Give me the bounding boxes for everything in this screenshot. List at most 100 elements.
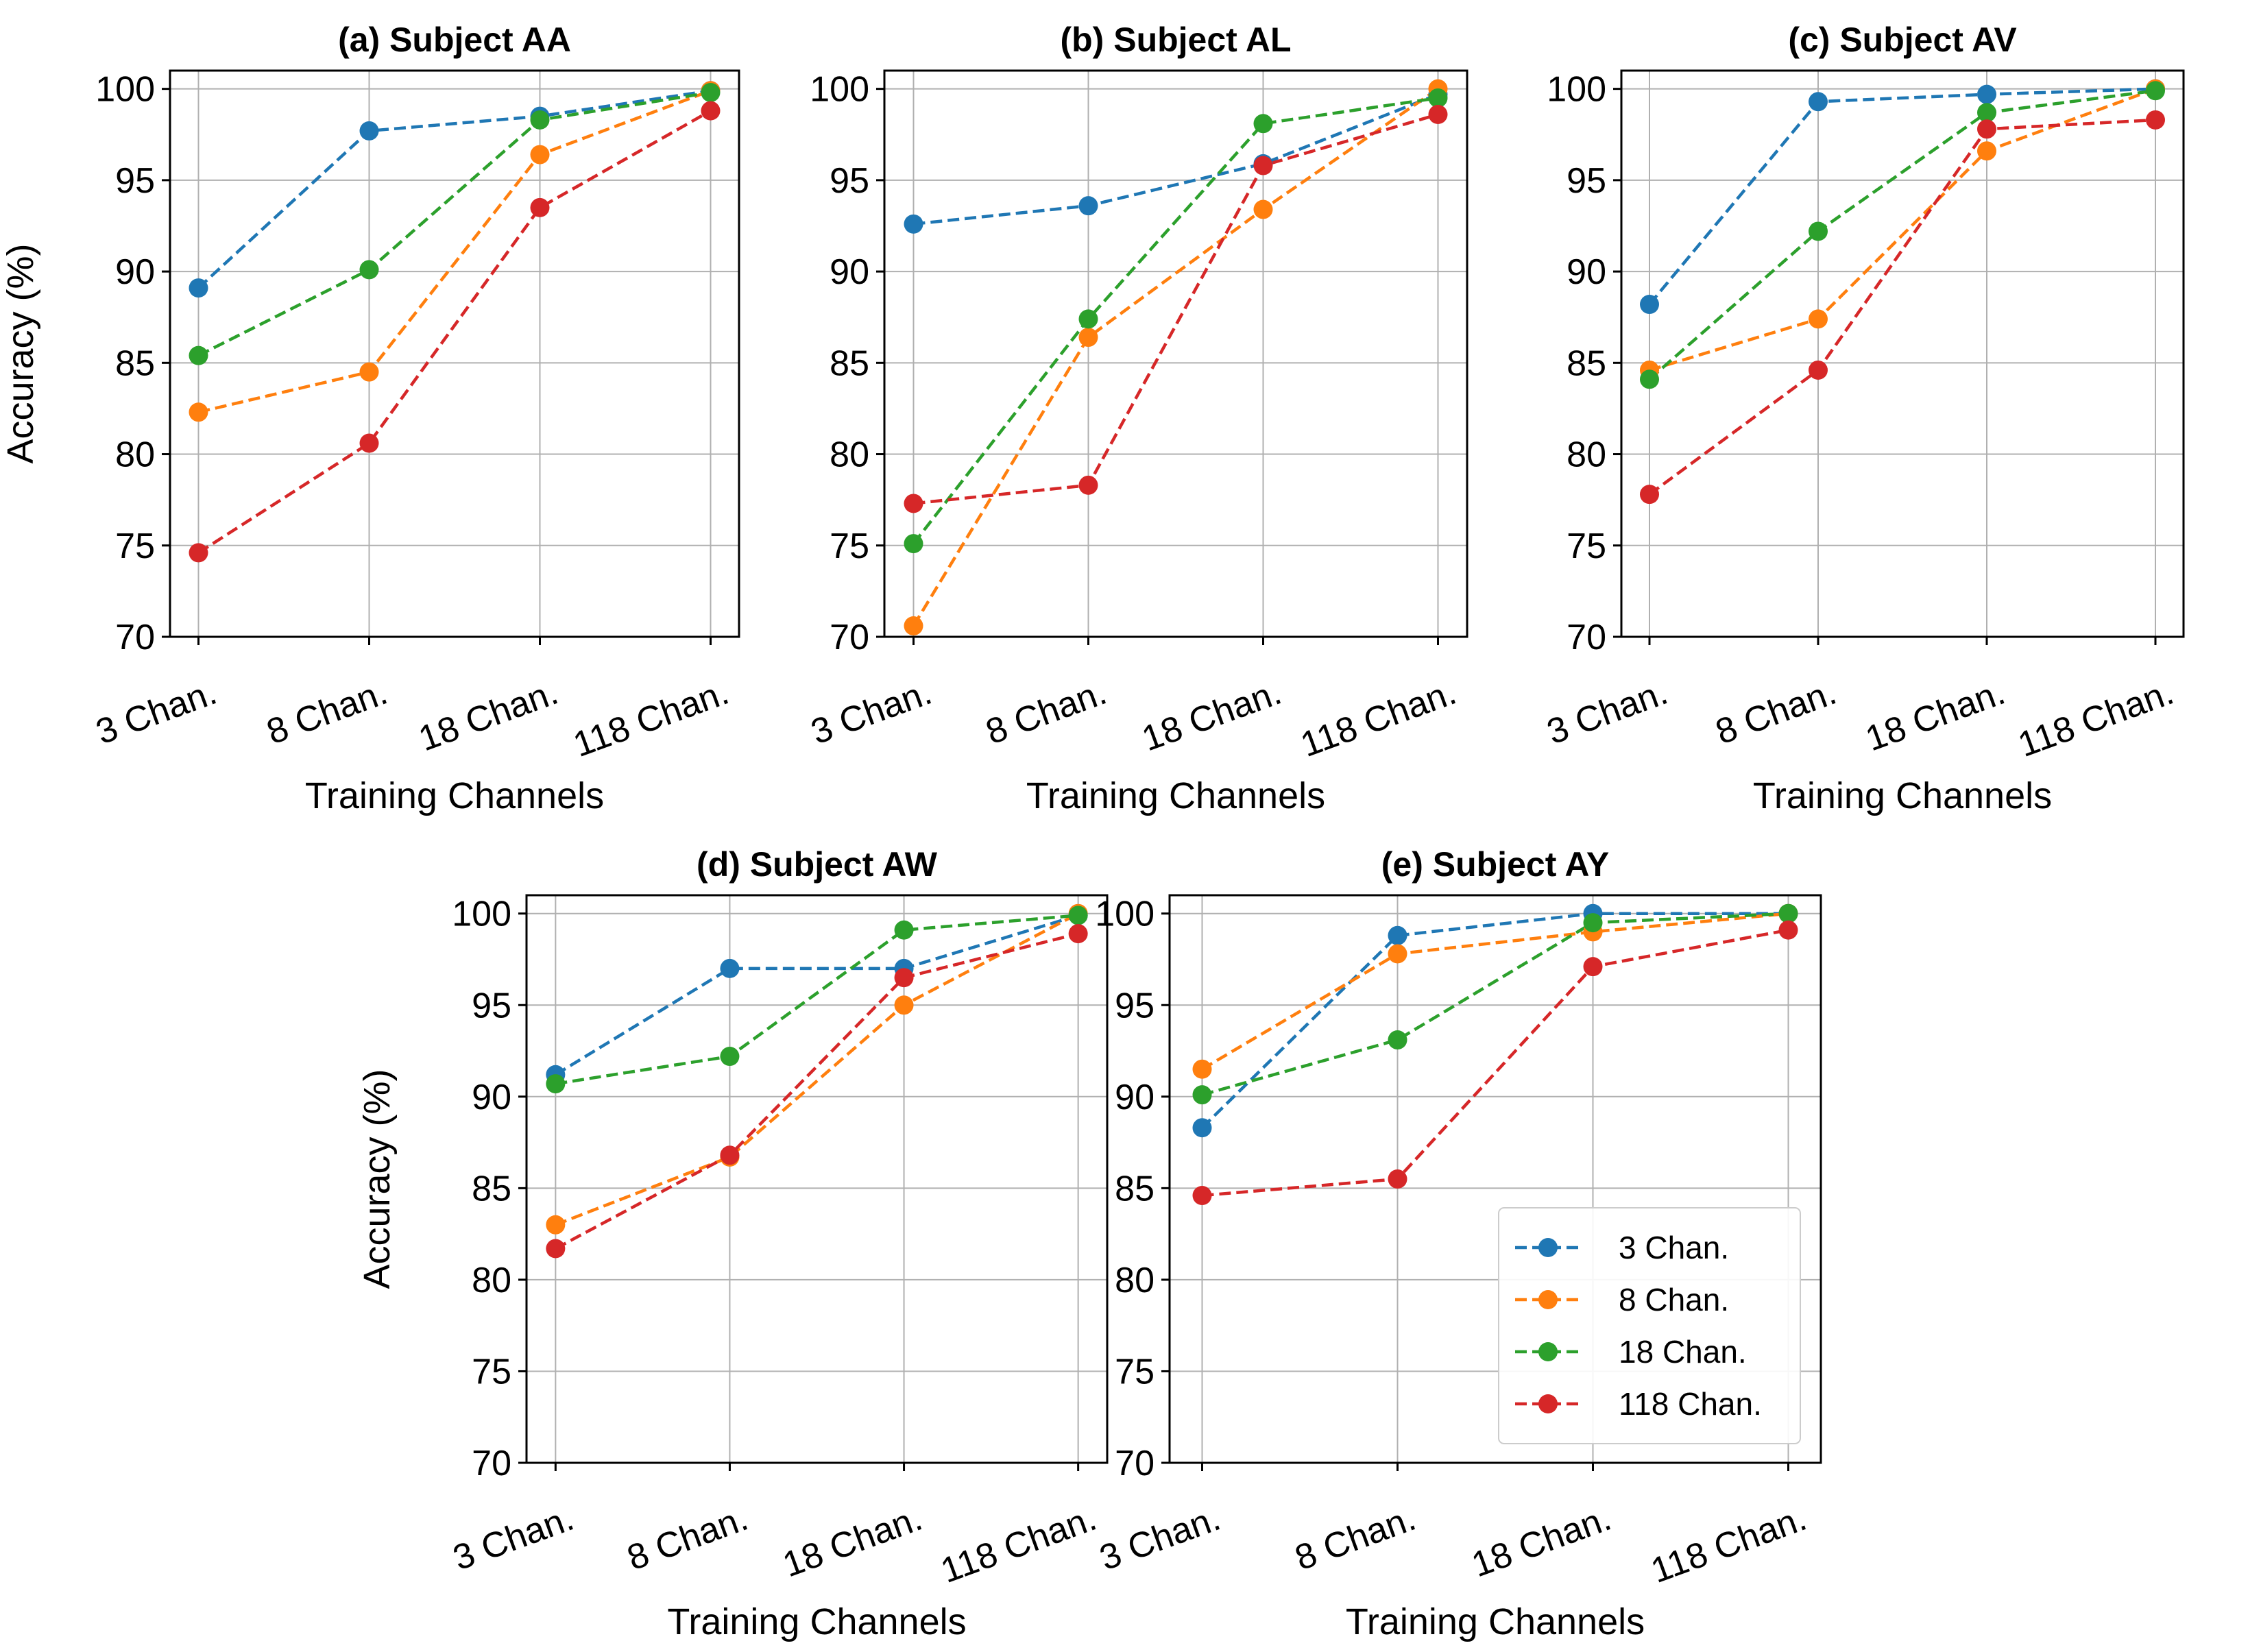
data-point-18-chan-18-chan	[894, 920, 914, 940]
data-point-18-chan-118-chan	[1068, 906, 1088, 925]
data-point-18-chan-118-chan	[2146, 81, 2165, 101]
x-tick-label: 118 Chan.	[936, 1498, 1102, 1591]
series-line-3-chan	[913, 93, 1439, 226]
y-tick-label: 75	[1567, 526, 1606, 566]
data-point-3-chan-8-chan	[1078, 196, 1098, 216]
series-line-8-chan	[197, 89, 712, 414]
x-tick-label: 118 Chan.	[2013, 672, 2179, 765]
data-point-18-chan-18-chan	[530, 110, 550, 130]
data-point-118-chan-3-chan	[546, 1239, 566, 1259]
data-point-118-chan-3-chan	[904, 494, 923, 513]
y-tick-label: 95	[1115, 986, 1154, 1025]
y-tick-label: 85	[115, 343, 155, 383]
y-tick-label: 70	[830, 618, 869, 657]
y-tick-label: 95	[472, 986, 511, 1025]
y-tick-label: 95	[830, 161, 869, 201]
data-point-118-chan-118-chan	[1068, 924, 1088, 944]
y-tick-label: 75	[472, 1352, 511, 1392]
y-tick-label: 85	[1567, 343, 1606, 383]
y-tick-label: 100	[810, 70, 869, 110]
data-point-118-chan-3-chan	[1192, 1186, 1212, 1206]
panel-b-subject-al: 70 75 80 85 90 95 100 3 Chan. 8 Chan. 18 Chan. 118…	[806, 21, 1468, 816]
data-point-3-chan-18-chan	[1977, 84, 1996, 104]
y-tick-label: 75	[1115, 1352, 1154, 1392]
axes-frame	[883, 69, 1468, 638]
y-tick-label: 85	[830, 343, 869, 383]
data-point-8-chan-3-chan	[189, 402, 208, 422]
legend-marker-18-chan	[1538, 1342, 1558, 1361]
data-point-8-chan-8-chan	[1078, 328, 1098, 348]
axes-frame	[169, 69, 740, 638]
data-point-18-chan-3-chan	[1640, 369, 1659, 389]
axes-frame	[1620, 69, 2185, 638]
x-tick-label: 3 Chan.	[448, 1498, 579, 1579]
x-tick-label: 18 Chan.	[413, 672, 563, 760]
x-tick-label: 3 Chan.	[1542, 672, 1673, 753]
data-point-3-chan-8-chan	[720, 958, 740, 978]
data-point-118-chan-8-chan	[1388, 1169, 1407, 1189]
data-point-118-chan-18-chan	[1583, 957, 1603, 977]
series-line-3-chan	[555, 914, 1079, 1076]
legend-marker-118-chan	[1538, 1394, 1558, 1413]
data-point-118-chan-18-chan	[1253, 156, 1273, 175]
data-point-18-chan-8-chan	[1809, 221, 1828, 241]
x-tick-label: 18 Chan.	[1137, 672, 1286, 760]
series-line-118-chan	[555, 932, 1079, 1250]
chart-title: (e) Subject AY	[1381, 845, 1610, 884]
chart-title: (a) Subject AA	[338, 21, 571, 59]
data-point-118-chan-8-chan	[359, 433, 379, 453]
data-point-3-chan-3-chan	[1192, 1118, 1212, 1138]
data-point-118-chan-3-chan	[1640, 485, 1659, 505]
data-point-18-chan-3-chan	[546, 1074, 566, 1094]
data-point-3-chan-3-chan	[189, 278, 208, 298]
series-line-8-chan	[555, 912, 1079, 1226]
data-point-3-chan-3-chan	[1640, 295, 1659, 315]
data-point-3-chan-8-chan	[359, 121, 379, 141]
x-tick-label: 118 Chan.	[568, 672, 734, 765]
y-tick-label: 100	[1547, 70, 1606, 110]
data-point-118-chan-18-chan	[1977, 119, 1996, 139]
x-tick-label: 8 Chan.	[622, 1498, 753, 1579]
x-axis-label: Training Channels	[305, 775, 604, 816]
panel-e-subject-ay: 70 75 80 85 90 95 100 3 Chan. 8 Chan. 18 Chan. 118…	[1095, 845, 1822, 1642]
series-line-8-chan	[912, 87, 1439, 627]
y-tick-label: 90	[1115, 1078, 1154, 1117]
data-point-18-chan-8-chan	[1388, 1030, 1407, 1050]
data-point-118-chan-3-chan	[189, 543, 208, 563]
y-tick-label: 85	[1115, 1169, 1154, 1208]
data-point-8-chan-3-chan	[904, 616, 923, 636]
x-tick-label: 3 Chan.	[91, 672, 222, 753]
data-point-118-chan-118-chan	[1778, 920, 1798, 940]
series-line-18-chan	[1648, 89, 2156, 380]
data-point-3-chan-8-chan	[1809, 92, 1828, 112]
x-tick-label: 8 Chan.	[981, 672, 1112, 753]
data-point-18-chan-18-chan	[1253, 114, 1273, 134]
chart-title: (c) Subject AV	[1788, 21, 2017, 59]
x-tick-label: 118 Chan.	[1296, 672, 1462, 765]
data-point-8-chan-18-chan	[894, 995, 914, 1015]
y-tick-label: 70	[115, 618, 155, 657]
data-point-8-chan-8-chan	[1388, 944, 1407, 964]
data-point-18-chan-3-chan	[189, 345, 208, 365]
series-line-3-chan	[1648, 87, 2156, 306]
series-line-118-chan	[913, 112, 1439, 505]
legend-label-8-chan: 8 Chan.	[1619, 1282, 1729, 1317]
legend-marker-8-chan	[1538, 1290, 1558, 1309]
data-point-18-chan-3-chan	[1192, 1085, 1212, 1105]
data-point-118-chan-118-chan	[2146, 110, 2165, 130]
y-tick-label: 100	[1095, 895, 1154, 934]
data-point-8-chan-8-chan	[1809, 309, 1828, 329]
y-tick-label: 80	[1115, 1261, 1154, 1300]
legend-label-18-chan: 18 Chan.	[1619, 1334, 1747, 1370]
x-tick-label: 18 Chan.	[1466, 1498, 1616, 1586]
y-tick-label: 95	[1567, 161, 1606, 201]
data-point-8-chan-18-chan	[530, 145, 550, 165]
series-line-3-chan	[1200, 912, 1789, 1129]
panel-c-subject-av: 70 75 80 85 90 95 100 3 Chan. 8 Chan. 18 Chan. 118…	[1542, 21, 2185, 816]
legend-frame	[1498, 1207, 1801, 1444]
x-tick-label: 18 Chan.	[777, 1498, 927, 1586]
legend-label-3-chan: 3 Chan.	[1619, 1230, 1729, 1265]
data-point-18-chan-118-chan	[1778, 903, 1798, 923]
y-tick-label: 80	[115, 435, 155, 475]
